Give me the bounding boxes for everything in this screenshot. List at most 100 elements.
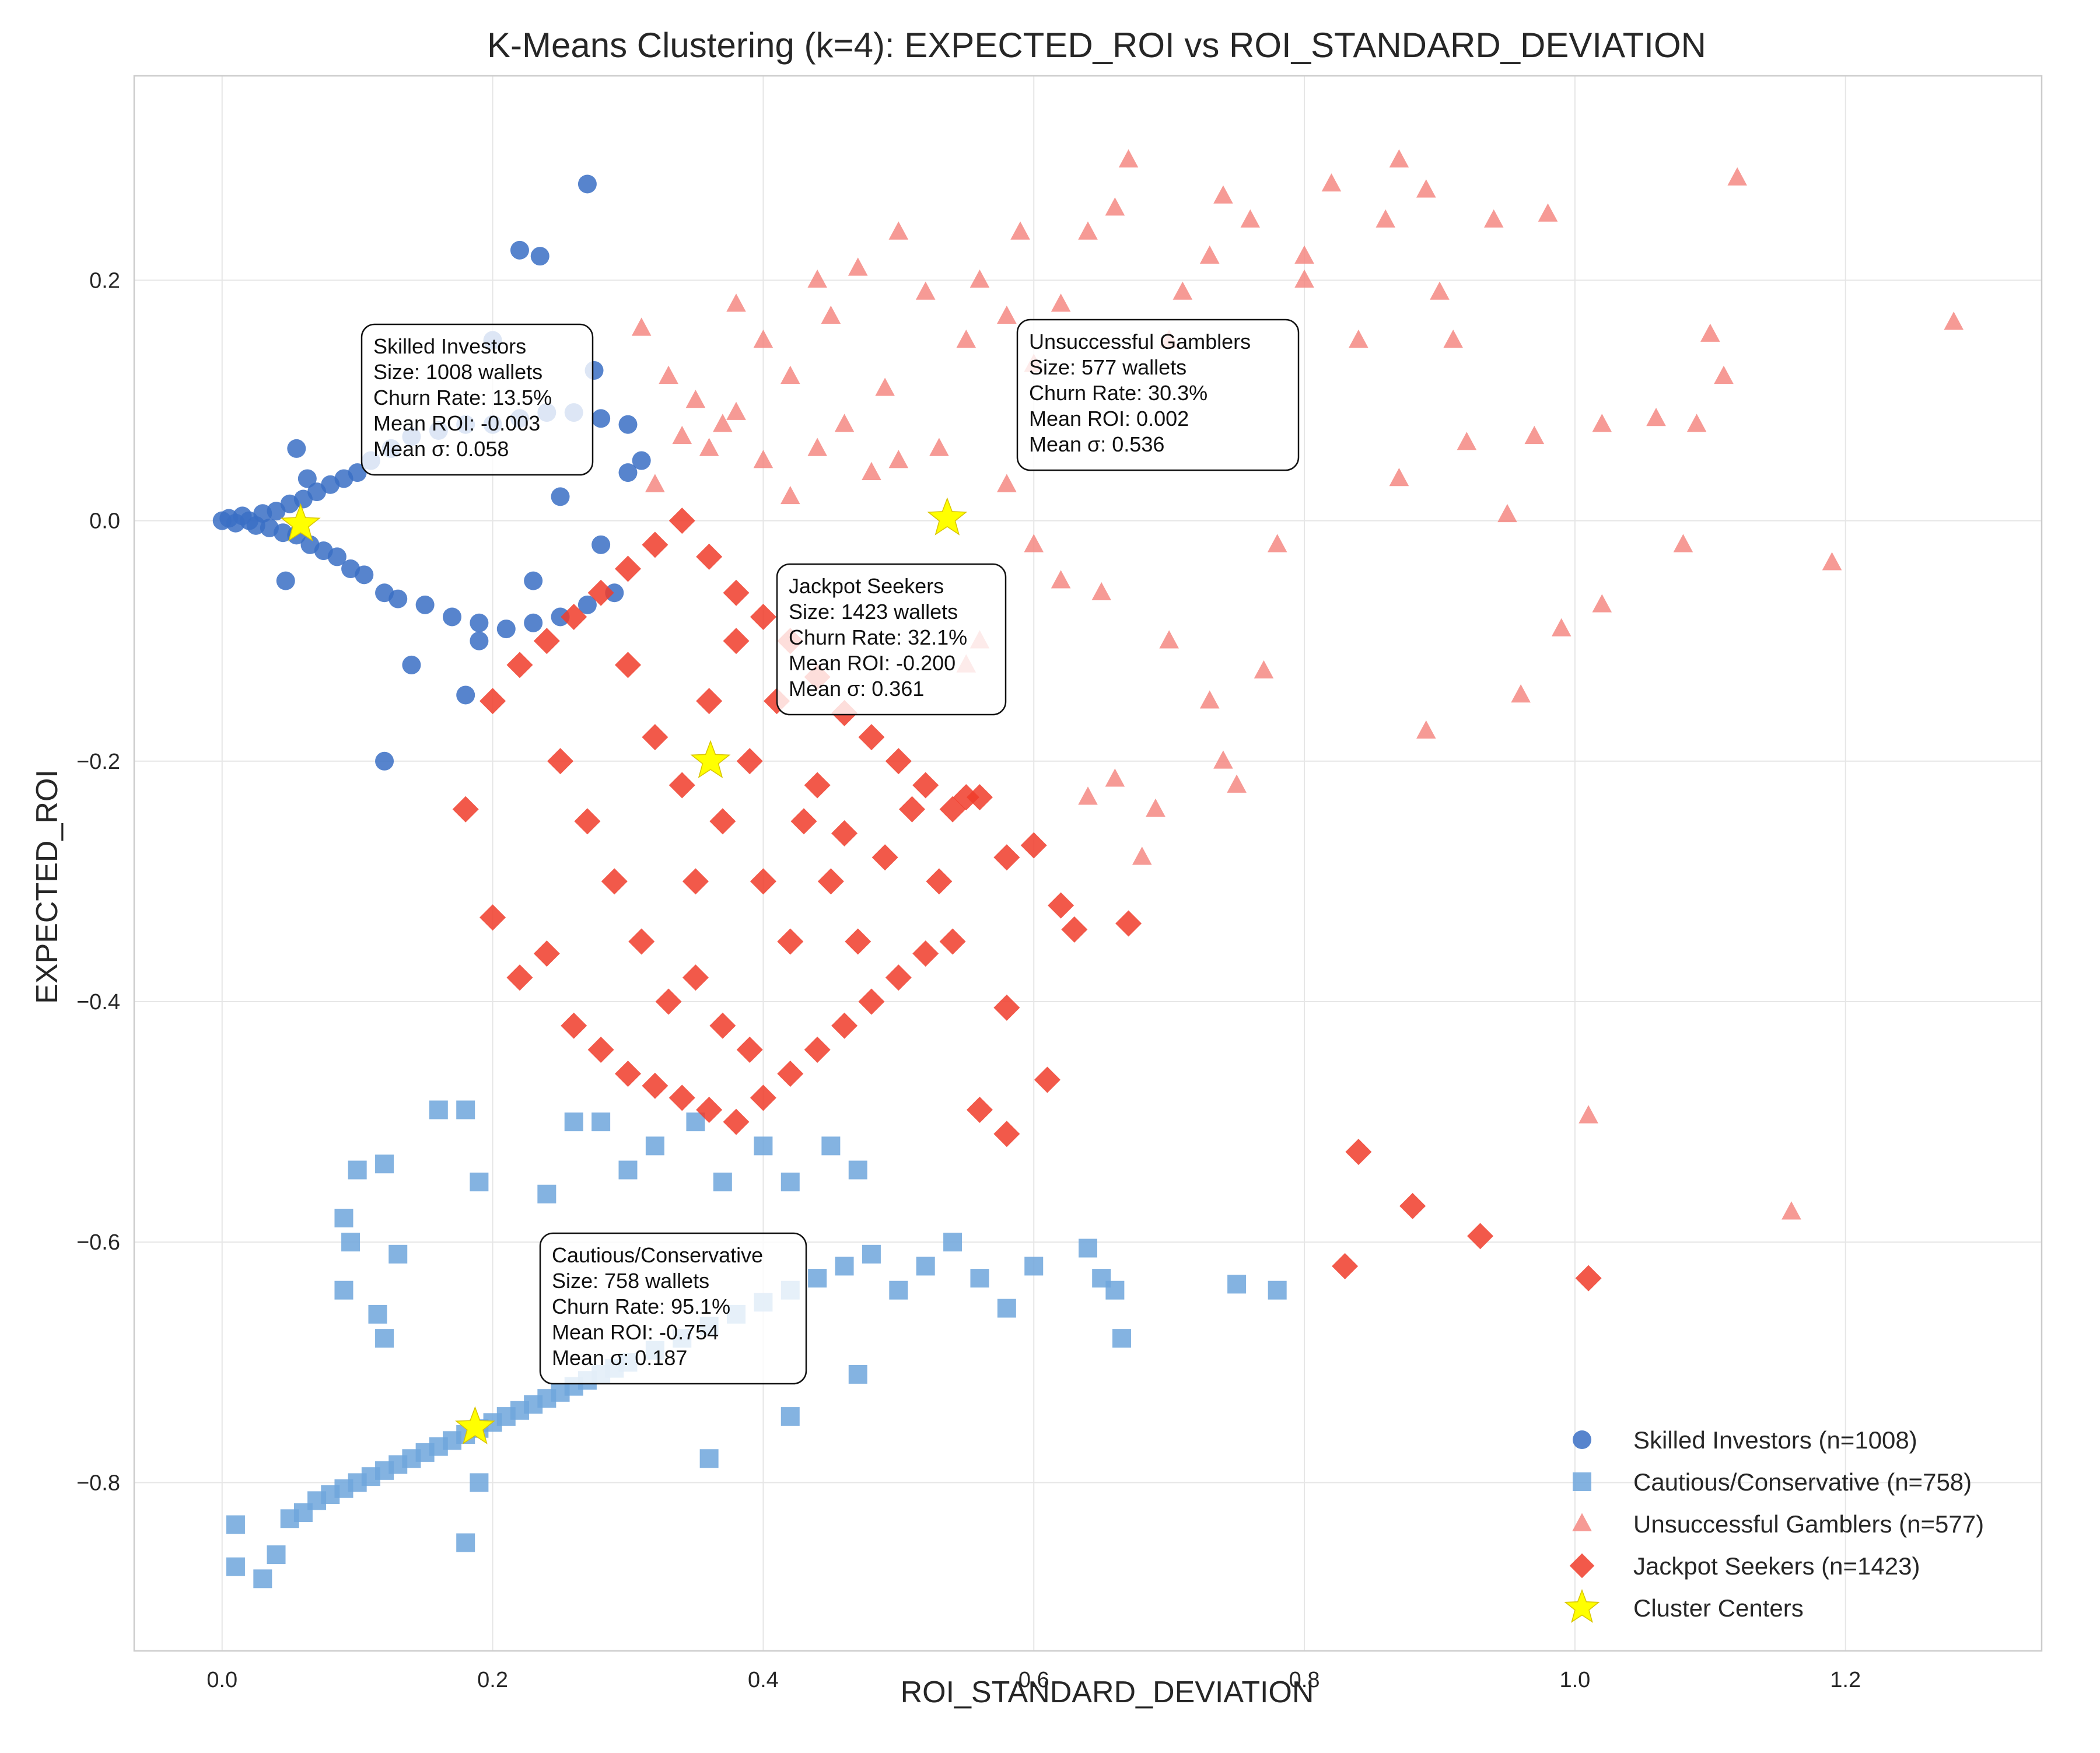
cautious-conservative-point xyxy=(341,1233,360,1252)
unsuccessful-gambler-point xyxy=(1389,468,1409,487)
unsuccessful-gambler-point xyxy=(685,390,706,408)
x-tick-label: 0.2 xyxy=(477,1668,508,1692)
unsuccessful-gambler-point xyxy=(1105,768,1125,787)
legend-item: Cluster Centers xyxy=(1564,1588,1804,1623)
jackpot-seeker-point xyxy=(817,868,844,895)
x-tick-label: 1.2 xyxy=(1830,1668,1861,1692)
skilled-investor-point xyxy=(530,247,550,266)
jackpot-seeker-point xyxy=(1332,1252,1359,1279)
cautious-conservative-point xyxy=(375,1329,394,1348)
cautious-conservative-point xyxy=(267,1545,286,1565)
unsuccessful-gambler-point xyxy=(1213,185,1233,204)
unsuccessful-gambler-point xyxy=(753,450,774,468)
skilled-investor-point xyxy=(470,631,489,650)
jackpot-seeker-point xyxy=(858,724,885,751)
jackpot-seeker-point xyxy=(574,808,601,835)
jackpot-seeker-point xyxy=(668,508,695,534)
y-tick-label: 0.0 xyxy=(89,509,120,534)
cautious-conservative-point xyxy=(970,1269,989,1288)
annotation-line: Mean σ: 0.361 xyxy=(789,677,924,701)
skilled-investor-point xyxy=(402,655,421,674)
unsuccessful-gambler-point xyxy=(929,438,949,456)
skilled-investor-point xyxy=(298,469,317,488)
unsuccessful-gambler-point xyxy=(631,317,652,336)
unsuccessful-gambler-point xyxy=(1213,750,1233,769)
jackpot-seeker-point xyxy=(506,964,533,991)
cautious-conservative-point xyxy=(226,1515,245,1534)
cautious-conservative-point xyxy=(537,1184,556,1203)
unsuccessful-gambler-point xyxy=(1105,197,1125,216)
legend-marker xyxy=(1572,1513,1592,1531)
skilled-investor-point xyxy=(578,174,597,194)
jackpot-seeker-point xyxy=(682,964,709,991)
y-tick-label: −0.4 xyxy=(76,990,120,1014)
jackpot-seeker-point xyxy=(1020,832,1047,859)
jackpot-seeker-point xyxy=(723,628,750,655)
x-tick-label: 0.0 xyxy=(206,1668,237,1692)
skilled-investor-point xyxy=(510,240,529,260)
unsuccessful-gambler-point xyxy=(1010,221,1030,240)
unsuccessful-gambler-point xyxy=(1376,209,1396,228)
unsuccessful-gambler-point xyxy=(1389,149,1409,168)
annotation-line: Churn Rate: 13.5% xyxy=(373,386,552,410)
unsuccessful-gambler-point xyxy=(1078,786,1098,805)
unsuccessful-gambler-point xyxy=(1646,408,1666,426)
unsuccessful-gambler-point xyxy=(1321,173,1342,192)
cautious-conservative-point xyxy=(388,1244,408,1264)
unsuccessful-gambler-point xyxy=(997,474,1017,492)
unsuccessful-gambler-point xyxy=(807,269,827,288)
unsuccessful-gambler-point xyxy=(645,474,665,492)
unsuccessful-gambler-point xyxy=(1538,203,1558,222)
cluster-centers xyxy=(280,497,968,1444)
unsuccessful-gambler-point xyxy=(1551,618,1572,636)
annotation-line: Size: 1423 wallets xyxy=(789,600,958,624)
annotation-line: Skilled Investors xyxy=(373,334,526,358)
cautious-conservative-point xyxy=(375,1154,394,1174)
jackpot-seeker-point xyxy=(696,543,723,570)
unsuccessful-gambler-point xyxy=(1524,425,1545,445)
cautious-conservative-point xyxy=(456,1533,475,1552)
legend-label: Unsuccessful Gamblers (n=577) xyxy=(1633,1510,1984,1538)
jackpot-seeker-point xyxy=(885,964,912,991)
skilled-investor-point xyxy=(524,613,543,632)
unsuccessful-gambler-point xyxy=(1199,245,1220,264)
jackpot-seeker-point xyxy=(696,1097,723,1124)
unsuccessful-gambler-point xyxy=(862,461,881,480)
annotation-line: Mean ROI: -0.003 xyxy=(373,411,540,435)
cautious-conservative-point xyxy=(835,1257,854,1276)
legend-marker xyxy=(1573,1430,1591,1449)
unsuccessful-gambler-point xyxy=(753,330,774,348)
jackpot-seeker-point xyxy=(709,1012,736,1039)
jackpot-seeker-point xyxy=(709,808,736,835)
jackpot-seeker-point xyxy=(845,928,872,955)
cluster-center-star xyxy=(690,740,731,779)
cautious-conservative-point xyxy=(889,1280,908,1300)
unsuccessful-gambler-point xyxy=(1686,414,1707,432)
jackpot-seeker-point xyxy=(912,772,939,799)
jackpot-seeker-point xyxy=(885,748,912,775)
unsuccessful-gambler-point xyxy=(1443,330,1463,348)
annotation-line: Unsuccessful Gamblers xyxy=(1029,330,1251,354)
jackpot-seeker-point xyxy=(1575,1265,1602,1292)
unsuccessful-gambler-point xyxy=(997,305,1017,324)
cautious-conservative-point xyxy=(564,1112,583,1132)
cautious-conservative-point xyxy=(848,1364,867,1384)
unsuccessful-gambler-point xyxy=(1267,534,1287,552)
cautious-conservative-point xyxy=(226,1557,245,1576)
jackpot-seeker-point xyxy=(926,868,953,895)
jackpot-seeker-point xyxy=(533,940,560,967)
jackpot-seeker-point xyxy=(614,1061,641,1087)
unsuccessful-gambler-point xyxy=(713,414,733,432)
cautious-conservative-point xyxy=(368,1304,387,1324)
jackpot-seeker-point xyxy=(601,868,628,895)
jackpot-seeker-point xyxy=(642,724,668,751)
unsuccessful-gambler-point xyxy=(821,305,841,324)
annotation-line: Churn Rate: 32.1% xyxy=(789,625,967,649)
unsuccessful-gambler-point xyxy=(807,438,827,456)
